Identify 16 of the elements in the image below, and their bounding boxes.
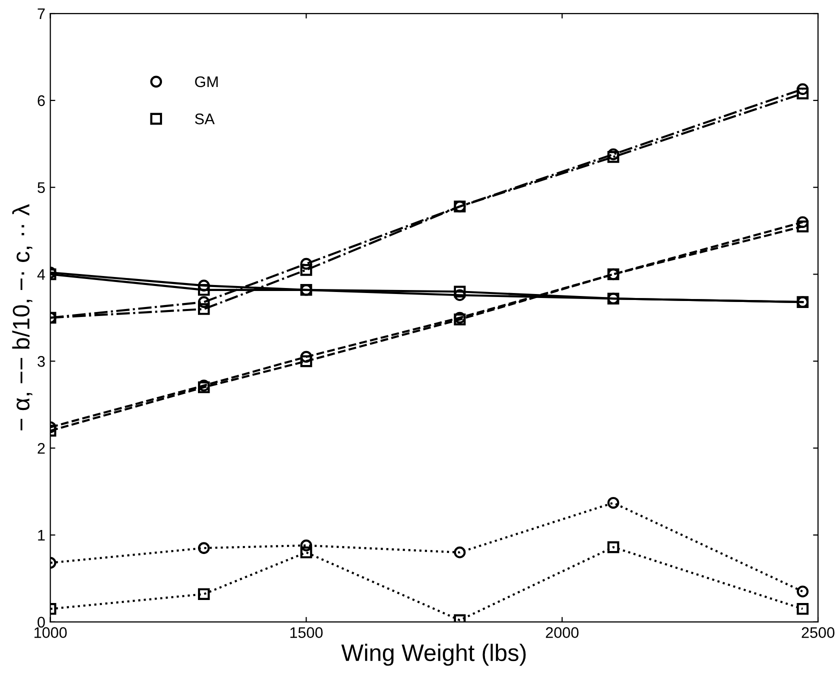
y-tick-label: 6 — [38, 95, 45, 106]
y-tick-label: 1 — [38, 530, 45, 541]
x-tick-label: 2000 — [546, 627, 579, 638]
y-tick-label: 2 — [38, 442, 45, 454]
x-tick-label: 1000 — [34, 627, 67, 638]
y-tick-label: 7 — [38, 8, 45, 20]
x-axis-title: Wing Weight (lbs) — [341, 644, 526, 666]
legend-label: SA — [195, 114, 215, 124]
y-tick-label: 4 — [37, 269, 46, 280]
x-tick-label: 2500 — [802, 627, 834, 638]
y-tick-label: 3 — [38, 356, 45, 367]
y-tick-label: 5 — [38, 182, 45, 194]
x-tick-label: 1500 — [290, 627, 323, 638]
legend-label: GM — [195, 76, 218, 88]
y-axis-title: − α, −− b/10, −· c, ·· λ — [12, 204, 32, 430]
y-tick-label: 0 — [38, 616, 45, 628]
